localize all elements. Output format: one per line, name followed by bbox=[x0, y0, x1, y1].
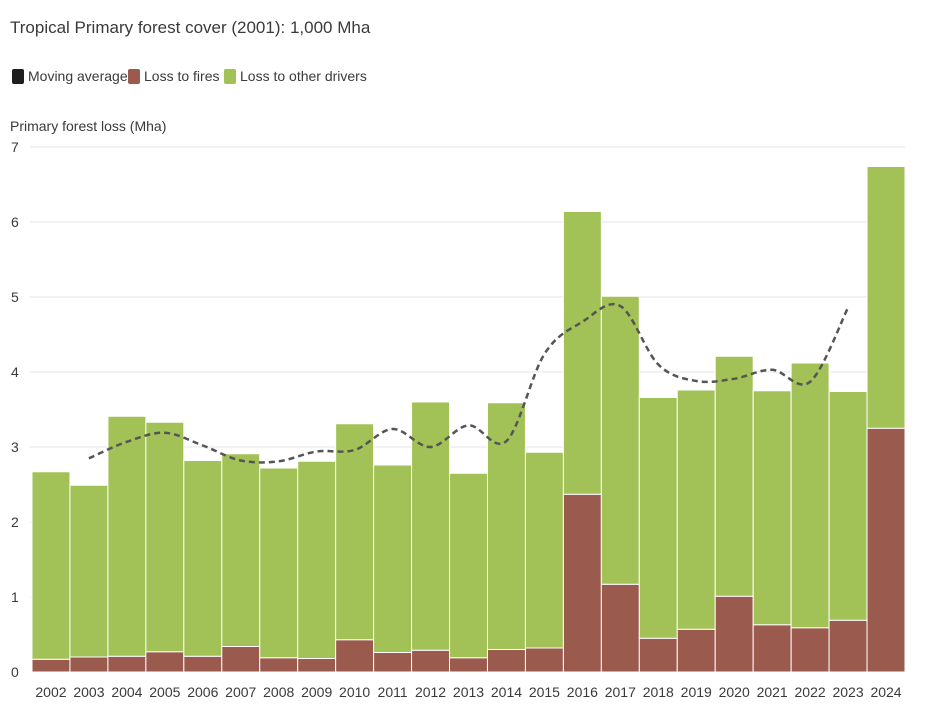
bar-loss-to-other-drivers-2006[interactable] bbox=[183, 460, 223, 657]
y-tick-label-6: 6 bbox=[11, 214, 19, 230]
bar-loss-to-other-drivers-2020[interactable] bbox=[714, 355, 754, 597]
bar-loss-to-other-drivers-2018[interactable] bbox=[638, 397, 678, 639]
chart-title: Tropical Primary forest cover (2001): 1,… bbox=[10, 18, 371, 37]
x-tick-label-2006: 2006 bbox=[187, 684, 218, 700]
bar-loss-to-fires-2009[interactable] bbox=[297, 658, 337, 673]
bar-loss-to-fires-2004[interactable] bbox=[107, 655, 147, 673]
bar-loss-to-other-drivers-2007[interactable] bbox=[221, 453, 261, 647]
bar-loss-to-fires-2007[interactable] bbox=[221, 646, 261, 673]
y-tick-label-2: 2 bbox=[11, 514, 19, 530]
bar-loss-to-other-drivers-2002[interactable] bbox=[31, 471, 71, 660]
y-tick-label-1: 1 bbox=[11, 589, 19, 605]
x-tick-label-2013: 2013 bbox=[453, 684, 484, 700]
bar-loss-to-fires-2013[interactable] bbox=[449, 657, 488, 673]
y-tick-label-0: 0 bbox=[11, 664, 19, 680]
legend: Moving average Loss to fires Loss to oth… bbox=[12, 68, 367, 84]
x-tick-label-2003: 2003 bbox=[73, 684, 104, 700]
x-tick-label-2014: 2014 bbox=[491, 684, 522, 700]
x-tick-label-2017: 2017 bbox=[605, 684, 636, 700]
bar-loss-to-fires-2023[interactable] bbox=[828, 619, 868, 673]
bar-loss-to-fires-2008[interactable] bbox=[259, 657, 299, 673]
y-tick-label-4: 4 bbox=[11, 364, 19, 380]
x-tick-label-2021: 2021 bbox=[757, 684, 788, 700]
legend-label-loss-to-other-drivers: Loss to other drivers bbox=[240, 68, 367, 84]
bar-loss-to-fires-2010[interactable] bbox=[335, 639, 375, 673]
bar-loss-to-fires-2016[interactable] bbox=[562, 493, 602, 673]
x-tick-label-2019: 2019 bbox=[681, 684, 712, 700]
moving-average-line bbox=[88, 303, 850, 464]
x-tick-label-2018: 2018 bbox=[643, 684, 674, 700]
bar-loss-to-other-drivers-2021[interactable] bbox=[752, 390, 792, 626]
legend-swatch-loss-to-fires bbox=[128, 69, 140, 84]
bar-loss-to-fires-2019[interactable] bbox=[676, 628, 716, 673]
bar-loss-to-other-drivers-2013[interactable] bbox=[449, 472, 488, 659]
x-tick-label-2010: 2010 bbox=[339, 684, 370, 700]
bar-loss-to-fires-2011[interactable] bbox=[373, 652, 413, 673]
bar-loss-to-fires-2014[interactable] bbox=[486, 649, 526, 673]
bar-loss-to-fires-2005[interactable] bbox=[145, 651, 185, 673]
bar-loss-to-fires-2012[interactable] bbox=[411, 649, 451, 673]
legend-item-loss-to-fires[interactable]: Loss to fires bbox=[128, 68, 219, 84]
bar-loss-to-other-drivers-2008[interactable] bbox=[259, 467, 299, 659]
bar-loss-to-other-drivers-2024[interactable] bbox=[866, 166, 906, 429]
bar-loss-to-fires-2006[interactable] bbox=[183, 655, 223, 673]
x-tick-label-2002: 2002 bbox=[35, 684, 66, 700]
bar-loss-to-fires-2024[interactable] bbox=[866, 427, 906, 673]
x-tick-label-2022: 2022 bbox=[795, 684, 826, 700]
bar-loss-to-fires-2022[interactable] bbox=[790, 627, 830, 673]
bar-loss-to-other-drivers-2019[interactable] bbox=[676, 389, 716, 630]
bar-loss-to-other-drivers-2023[interactable] bbox=[828, 391, 868, 621]
bar-loss-to-other-drivers-2004[interactable] bbox=[107, 415, 147, 657]
bar-loss-to-other-drivers-2005[interactable] bbox=[145, 421, 185, 653]
bar-loss-to-fires-2021[interactable] bbox=[752, 624, 792, 673]
x-tick-label-2007: 2007 bbox=[225, 684, 256, 700]
y-tick-label-7: 7 bbox=[11, 139, 19, 155]
bar-loss-to-other-drivers-2010[interactable] bbox=[335, 423, 375, 641]
x-tick-label-2008: 2008 bbox=[263, 684, 294, 700]
y-tick-label-3: 3 bbox=[11, 439, 19, 455]
x-tick-label-2004: 2004 bbox=[111, 684, 142, 700]
bar-loss-to-other-drivers-2009[interactable] bbox=[297, 460, 337, 659]
y-axis-title: Primary forest loss (Mha) bbox=[10, 118, 166, 134]
bar-loss-to-other-drivers-2011[interactable] bbox=[373, 464, 413, 653]
bar-loss-to-other-drivers-2022[interactable] bbox=[790, 362, 830, 629]
y-tick-label-5: 5 bbox=[11, 289, 19, 305]
bar-loss-to-other-drivers-2016[interactable] bbox=[562, 211, 602, 495]
bar-loss-to-fires-2002[interactable] bbox=[31, 658, 71, 673]
bar-loss-to-other-drivers-2014[interactable] bbox=[486, 402, 526, 650]
x-tick-label-2020: 2020 bbox=[719, 684, 750, 700]
bars bbox=[31, 166, 906, 673]
y-axis-ticks: 0 1 2 3 4 5 6 7 bbox=[11, 139, 19, 680]
bar-loss-to-fires-2018[interactable] bbox=[638, 637, 678, 673]
x-tick-label-2015: 2015 bbox=[529, 684, 560, 700]
bar-loss-to-other-drivers-2015[interactable] bbox=[524, 451, 564, 649]
legend-swatch-moving-average bbox=[12, 69, 24, 84]
bar-loss-to-fires-2017[interactable] bbox=[600, 583, 640, 673]
legend-swatch-loss-to-other-drivers bbox=[224, 69, 236, 84]
x-tick-label-2023: 2023 bbox=[832, 684, 863, 700]
legend-label-loss-to-fires: Loss to fires bbox=[144, 68, 219, 84]
bar-loss-to-fires-2003[interactable] bbox=[69, 656, 109, 673]
bar-loss-to-other-drivers-2017[interactable] bbox=[600, 295, 640, 585]
x-tick-label-2012: 2012 bbox=[415, 684, 446, 700]
x-tick-label-2011: 2011 bbox=[378, 684, 408, 700]
bar-loss-to-fires-2020[interactable] bbox=[714, 595, 754, 673]
x-tick-label-2005: 2005 bbox=[149, 684, 180, 700]
x-axis-ticks: 2002 2003 2004 2005 2006 2007 2008 2009 2010 2011… bbox=[35, 684, 901, 700]
legend-item-loss-to-other-drivers[interactable]: Loss to other drivers bbox=[224, 68, 367, 84]
x-tick-label-2024: 2024 bbox=[870, 684, 901, 700]
legend-item-moving-average[interactable]: Moving average bbox=[12, 68, 128, 84]
bar-loss-to-other-drivers-2003[interactable] bbox=[69, 484, 109, 658]
legend-label-moving-average: Moving average bbox=[28, 68, 128, 84]
x-tick-label-2016: 2016 bbox=[567, 684, 598, 700]
moving-average-path bbox=[88, 303, 850, 464]
bar-loss-to-fires-2015[interactable] bbox=[524, 647, 564, 673]
x-tick-label-2009: 2009 bbox=[301, 684, 332, 700]
bar-loss-to-other-drivers-2012[interactable] bbox=[411, 401, 451, 651]
